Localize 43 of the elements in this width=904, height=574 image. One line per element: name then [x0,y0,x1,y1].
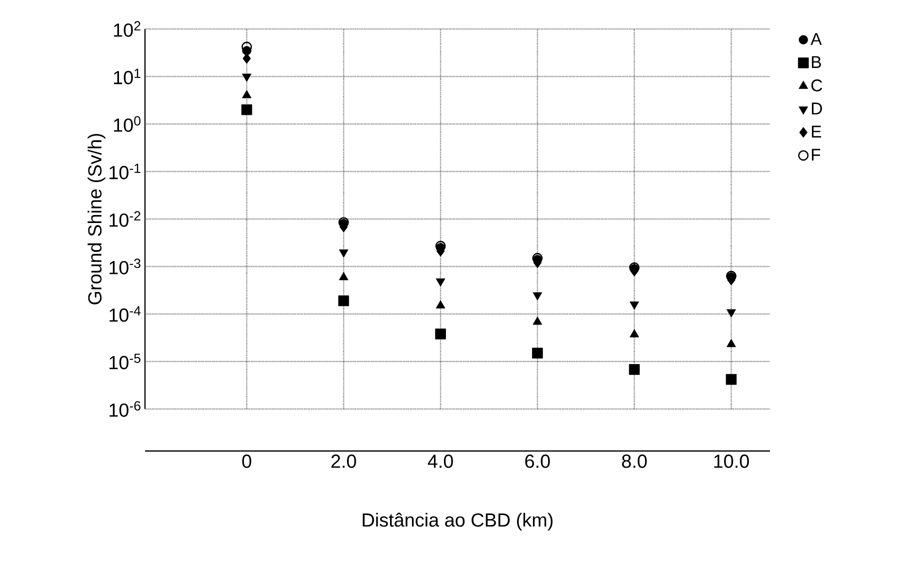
legend-label: A [810,33,822,45]
legend-label: E [812,126,822,138]
point [532,292,542,300]
point [436,300,446,308]
x-tick-label: 4.0 [428,454,453,468]
point [435,328,446,340]
point [726,338,736,348]
legend-label: F [812,148,820,161]
y-tick-label: 10$^{-1}$ [110,164,140,180]
y-axis-title: Ground Shine (Sv/h) [88,134,106,304]
point [242,53,251,64]
point [338,272,348,280]
y-tick-label: 10$^{2}$ [114,21,140,37]
y-tick-label: 10$^{1}$ [114,68,140,84]
x-tick-label: 6.0 [525,454,550,468]
y-tick-label: 10$^{-4}$ [110,306,141,322]
point [630,302,640,310]
point [242,74,252,82]
legend-label: B [812,56,821,68]
point [338,249,348,258]
y-tick-label: 10$^{-2}$ [110,211,140,227]
point [241,104,252,116]
x-axis-title: Distância ao CBD (km) [362,512,553,530]
point [726,309,736,318]
point [532,316,542,325]
x-tick-label: 8.0 [622,454,647,468]
point [726,374,737,385]
x-tick-label: 2.0 [331,454,356,468]
point [628,364,640,375]
x-tick-label: 0 [242,454,252,468]
legend-label: C [811,79,822,92]
y-tick-label: 10$^{-3}$ [110,258,140,274]
legend-label: D [812,102,822,114]
point [532,348,543,359]
y-tick-label: 10$^{-5}$ [110,354,140,370]
point [242,90,252,98]
y-tick-label: 10$^{0}$ [114,116,140,132]
y-tick-label: 10$^{-6}$ [110,401,140,417]
point [630,329,640,338]
x-tick-label: 10.0 [714,454,749,468]
point [338,295,350,306]
point [436,278,446,287]
point [435,240,446,252]
